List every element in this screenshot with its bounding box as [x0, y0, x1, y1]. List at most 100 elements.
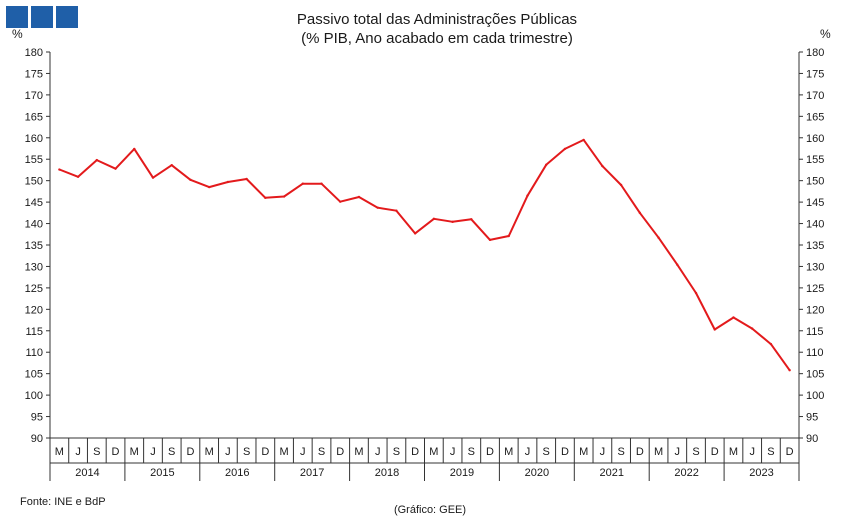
- x-tick-label-quarter: M: [654, 446, 663, 458]
- x-tick-label-quarter: S: [393, 446, 400, 458]
- data-point: [451, 220, 454, 224]
- x-tick-label-quarter: J: [450, 446, 456, 458]
- y-tick-label-left: 140: [25, 219, 43, 231]
- data-point: [470, 218, 473, 221]
- x-tick-label-quarter: J: [600, 446, 606, 458]
- left-axis-unit: %: [12, 27, 23, 41]
- x-tick-label-quarter: J: [150, 446, 156, 458]
- x-tick-label-quarter: D: [636, 446, 644, 458]
- x-tick-label-quarter: S: [617, 446, 624, 458]
- data-point: [151, 176, 155, 179]
- x-tick-label-quarter: S: [468, 446, 475, 458]
- data-point: [395, 209, 398, 212]
- logo-square-1: [6, 6, 28, 28]
- x-tick-label-quarter: J: [375, 446, 381, 458]
- y-tick-label-left: 100: [25, 390, 43, 402]
- source-note: Fonte: INE e BdP: [20, 496, 106, 508]
- x-tick-label-quarter: M: [729, 446, 738, 458]
- x-tick-label-year: 2020: [525, 467, 549, 479]
- y-tick-label-left: 145: [25, 197, 43, 209]
- x-tick-label-quarter: M: [279, 446, 288, 458]
- y-tick-label-left: 155: [25, 154, 43, 166]
- y-tick-label-right: 120: [806, 304, 824, 316]
- data-point: [189, 178, 192, 182]
- x-tick-label-quarter: M: [205, 446, 214, 458]
- data-point: [582, 138, 585, 142]
- y-tick-label-right: 145: [806, 197, 824, 209]
- data-point: [507, 234, 510, 238]
- x-tick-label-quarter: D: [711, 446, 719, 458]
- y-tick-label-left: 165: [25, 111, 43, 123]
- chart-subtitle: (% PIB, Ano acabado em cada trimestre): [301, 30, 573, 47]
- y-tick-label-left: 105: [25, 369, 43, 381]
- data-point: [376, 206, 379, 209]
- data-point: [713, 328, 716, 331]
- x-tick-label-quarter: D: [561, 446, 569, 458]
- x-tick-label-quarter: S: [767, 446, 774, 458]
- logo-square-3: [56, 6, 78, 28]
- x-tick-label-quarter: D: [786, 446, 794, 458]
- y-tick-label-right: 105: [806, 369, 824, 381]
- x-tick-label-quarter: M: [354, 446, 363, 458]
- data-point: [357, 195, 361, 199]
- data-point: [676, 263, 679, 266]
- chart-title: Passivo total das Administrações Pública…: [297, 11, 577, 28]
- y-tick-label-right: 115: [806, 326, 824, 338]
- x-tick-label-quarter: M: [55, 446, 64, 458]
- data-point: [638, 211, 642, 215]
- y-tick-label-left: 150: [25, 176, 43, 188]
- data-point: [133, 147, 136, 151]
- y-tick-label-left: 180: [25, 47, 43, 59]
- x-tick-label-quarter: J: [675, 446, 681, 458]
- x-tick-label-quarter: S: [93, 446, 100, 458]
- data-point: [657, 236, 660, 239]
- series-line-0: [59, 138, 791, 371]
- x-tick-label-quarter: J: [749, 446, 755, 458]
- data-point: [545, 163, 548, 166]
- y-tick-label-right: 160: [806, 133, 824, 145]
- x-tick-label-quarter: D: [186, 446, 194, 458]
- x-tick-label-quarter: M: [579, 446, 588, 458]
- data-point: [76, 175, 80, 179]
- x-tick-label-year: 2017: [300, 467, 324, 479]
- data-point: [58, 168, 61, 171]
- y-tick-label-left: 110: [25, 347, 43, 359]
- x-tick-label-quarter: S: [318, 446, 325, 458]
- data-point: [732, 316, 735, 319]
- x-tick-label-quarter: D: [411, 446, 419, 458]
- y-tick-label-left: 90: [31, 433, 43, 445]
- data-point: [750, 327, 754, 330]
- x-tick-label-year: 2019: [450, 467, 474, 479]
- y-tick-label-left: 135: [25, 240, 43, 252]
- data-point: [601, 164, 604, 168]
- data-point: [694, 291, 698, 295]
- y-tick-label-right: 90: [806, 433, 818, 445]
- x-tick-label-quarter: J: [225, 446, 231, 458]
- y-tick-label-right: 165: [806, 111, 824, 123]
- y-tick-label-right: 130: [806, 261, 824, 273]
- x-tick-label-quarter: S: [168, 446, 175, 458]
- x-tick-label-year: 2016: [225, 467, 249, 479]
- y-tick-label-left: 115: [25, 326, 43, 338]
- data-point: [301, 182, 304, 185]
- data-point: [788, 369, 791, 372]
- y-tick-label-right: 110: [806, 347, 824, 359]
- x-tick-label-quarter: M: [429, 446, 438, 458]
- data-point: [245, 177, 248, 181]
- x-tick-label-quarter: D: [336, 446, 344, 458]
- data-point: [619, 183, 623, 187]
- data-point: [432, 217, 436, 221]
- y-tick-label-left: 170: [25, 90, 43, 102]
- y-tick-label-right: 180: [806, 47, 824, 59]
- data-point: [339, 200, 342, 203]
- data-point: [488, 238, 492, 242]
- x-tick-label-year: 2018: [375, 467, 399, 479]
- y-tick-label-right: 125: [806, 283, 824, 295]
- y-tick-label-left: 95: [31, 412, 43, 424]
- y-tick-label-left: 175: [25, 68, 43, 80]
- y-tick-label-left: 160: [25, 133, 43, 145]
- data-point: [95, 158, 99, 162]
- data-point: [526, 194, 529, 197]
- data-point: [282, 195, 286, 198]
